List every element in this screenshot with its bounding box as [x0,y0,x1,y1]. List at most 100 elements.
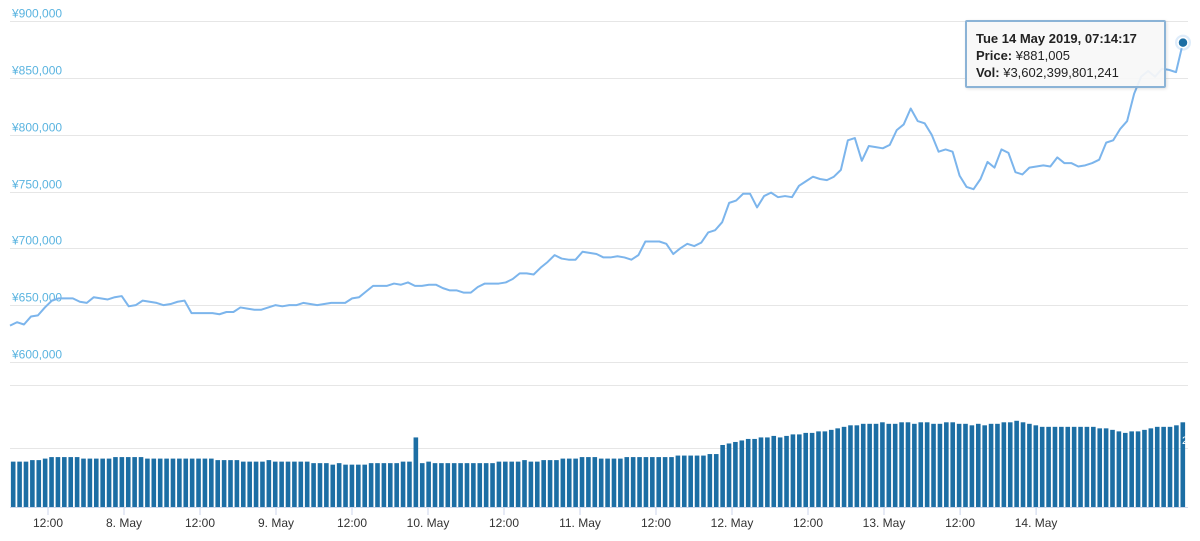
volume-bar [106,458,112,507]
volume-bar [1007,422,1013,507]
volume-bar [1078,426,1083,507]
volume-bar [62,457,67,507]
volume-bar [336,463,342,507]
volume-bar [49,457,54,507]
volume-bar [534,461,540,508]
volume-bar [253,461,259,508]
price-y-axis: ¥600,000 ¥650,000 ¥700,000 ¥750,000 ¥800,000… [11,7,62,362]
volume-bar [100,458,105,507]
tooltip-price-label: Price: [976,48,1013,63]
volume-bar [637,457,642,507]
volume-bar [1174,425,1179,507]
volume-bar [944,422,949,507]
volume-bars: 2 [10,420,1188,508]
volume-bar [560,458,566,507]
volume-bar [68,457,74,507]
x-tick-label: 8. May [106,516,142,530]
volume-bar [643,457,649,507]
volume-bar [272,461,278,508]
volume-bar [726,443,732,508]
volume-bar [317,463,323,507]
volume-bar [1110,429,1115,507]
volume-bar [931,423,936,507]
tooltip-date: Tue 14 May 2019, 07:14:17 [976,31,1137,46]
volume-bar [1084,426,1090,507]
volume-bar [17,461,22,508]
volume-bar [1071,426,1077,507]
volume-bar [1116,431,1122,508]
volume-bar [1027,423,1032,507]
volume-bar [138,457,144,507]
volume-bar [1161,426,1166,507]
volume-bar [1059,426,1064,507]
volume-bar [1103,428,1109,507]
volume-bar [1052,426,1058,507]
x-tick-label: 13. May [863,516,906,530]
volume-bar [797,434,802,507]
volume-bar [656,457,662,507]
volume-bar [496,461,502,508]
volume-bar [1097,428,1103,507]
volume-bar [324,463,329,507]
volume-bar [694,455,700,507]
volume-bar [1167,426,1173,507]
volume-bar [860,423,866,507]
volume-bar [228,460,233,507]
volume-bar [739,440,745,507]
volume-bar [835,428,840,507]
volume-bar [145,458,150,507]
volume-bar [790,434,796,507]
tooltip-vol-label: Vol: [976,65,1000,80]
volume-bar [713,454,719,507]
volume-bar [202,458,208,507]
volume-bar [445,463,451,507]
volume-bar [681,455,687,507]
y-tick-label: ¥800,000 [11,121,62,135]
volume-bar [912,423,917,507]
volume-bar [720,444,725,507]
volume-bar [733,441,738,507]
hover-point[interactable] [1177,36,1189,49]
volume-bar [630,457,636,507]
volume-bar [611,458,617,507]
volume-bar [247,461,252,508]
volume-bar [30,460,35,507]
volume-bar [260,461,265,508]
volume-bar [758,437,764,507]
volume-bar [1129,431,1134,508]
volume-bar [745,438,751,507]
volume-bar [125,457,131,507]
volume-bar [285,461,291,508]
volume-bar [688,455,693,507]
volume-bar [752,438,757,507]
volume-bar [298,461,304,508]
volume-bar [598,458,604,507]
volume-y-tick: 2 [1182,435,1188,447]
volume-bar [1046,426,1051,507]
volume-bar [771,435,777,507]
volume-bar [905,422,911,507]
y-tick-label: ¥600,000 [11,348,62,362]
volume-bar [924,422,930,507]
volume-bar [867,423,872,507]
volume-bar [177,458,182,507]
volume-bar [209,458,214,507]
tooltip-vol-row: Vol: ¥3,602,399,801,241 [976,64,1164,81]
x-tick-label: 14. May [1015,516,1058,530]
volume-bar [963,423,968,507]
volume-bar [956,423,962,507]
volume-bar [880,422,885,507]
y-tick-label: ¥850,000 [11,64,62,78]
volume-bar [375,463,380,507]
tooltip-vol-value: ¥3,602,399,801,241 [1003,65,1119,80]
hover-marker[interactable] [1175,34,1191,51]
volume-bar [356,464,361,507]
volume-bar [541,460,546,507]
volume-bar [119,457,125,507]
volume-bar [439,463,444,507]
volume-bar [132,457,137,507]
x-tick-label: 12:00 [489,516,519,530]
volume-bar [304,461,310,508]
volume-bar [1180,422,1186,507]
